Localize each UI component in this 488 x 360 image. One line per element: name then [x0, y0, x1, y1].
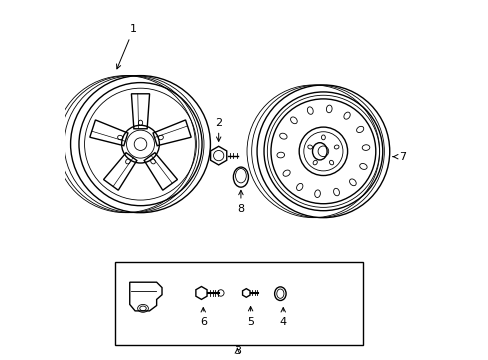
Text: 6: 6 — [200, 307, 206, 327]
Text: 1: 1 — [116, 24, 137, 69]
Text: 3: 3 — [233, 346, 240, 356]
Text: 7: 7 — [392, 152, 405, 162]
Text: 4: 4 — [279, 307, 286, 327]
Bar — [115, 262, 362, 345]
Text: 8: 8 — [237, 190, 244, 214]
Text: 2: 2 — [215, 118, 222, 141]
Text: 5: 5 — [246, 306, 254, 327]
